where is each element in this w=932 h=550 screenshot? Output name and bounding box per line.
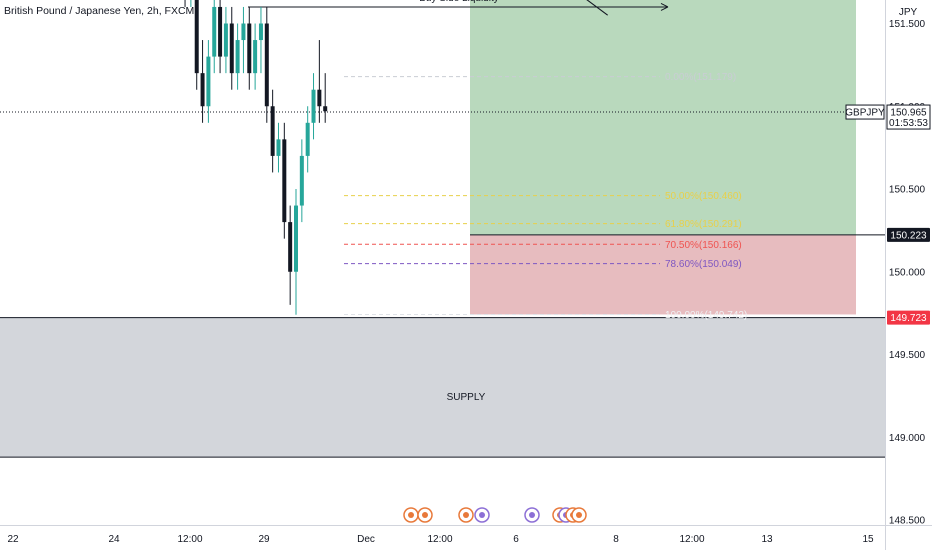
plot-area[interactable]: SUPPLY 0.00%(151.179) 50.00%(150.460) 61.80… [0,0,885,458]
price-tick-label: 149.500 [889,350,926,361]
last-price-label: 150.965 [890,108,927,119]
candle-body [253,40,258,74]
candle-body [200,73,205,107]
price-tag-label: 150.223 [890,230,927,241]
liquidity-arrowhead [660,3,669,11]
candle[interactable] [258,6,263,74]
candle[interactable] [229,6,234,90]
time-tick-label: 8 [613,534,619,545]
candle[interactable] [276,122,281,173]
candle-body [294,205,298,272]
countdown-label: 01:53:53 [889,118,928,129]
price-tick-label: 150.000 [889,267,926,278]
candle[interactable] [183,0,187,7]
event-marker-icon[interactable] [403,507,419,523]
event-marker-icon[interactable] [524,507,540,523]
candle-body [235,40,240,74]
event-marker-icon[interactable] [458,507,474,523]
candle-body [247,23,252,74]
fib-label-0: 0.00%(151.179) [665,72,736,83]
candle[interactable] [282,122,287,239]
candle-body [317,89,322,107]
risk-zone[interactable] [470,234,856,315]
candle-body [241,23,246,41]
time-tick-label: 6 [513,534,519,545]
event-marker-icon[interactable] [417,507,433,523]
supply-label: SUPPLY [447,392,486,403]
candle-body [212,6,217,57]
candle[interactable] [270,89,275,173]
candle[interactable] [218,0,223,74]
currency-label: JPY [899,7,918,18]
candle-body [323,106,328,112]
candle[interactable] [253,23,258,90]
time-tick-label: 29 [258,534,270,545]
time-tick-label: 12:00 [679,534,704,545]
candle[interactable] [323,73,328,123]
candle[interactable] [223,6,228,74]
event-marker-icon[interactable] [474,507,490,523]
candle[interactable] [189,0,193,7]
candle-body [311,89,316,123]
candle-body [270,106,275,156]
candle-body [288,222,293,272]
candle[interactable] [200,40,205,123]
candle[interactable] [294,189,298,315]
event-marker-icon[interactable] [571,507,587,523]
fib-label-3: 70.50%(150.166) [665,240,742,251]
fib-label-1: 50.00%(150.460) [665,191,742,202]
price-tag[interactable]: 150.223 [887,227,930,242]
fib-label-4: 78.60%(150.049) [665,259,742,270]
candle-body [223,23,228,57]
price-tick-label: 149.000 [889,433,926,444]
candle[interactable] [305,106,310,173]
price-tag[interactable]: 149.723 [887,310,930,325]
candle-body [276,139,281,156]
symbol-label: GBPJPY [845,108,885,119]
candle-body [258,23,263,41]
supply-zone[interactable] [0,317,885,458]
candle[interactable] [206,40,211,123]
time-tick-label: 15 [862,534,874,545]
candle-body [282,139,287,223]
candle[interactable] [247,6,252,90]
candle-body [264,23,269,107]
price-axis[interactable]: JPY154.500154.000153.500153.000152.50015… [886,0,931,527]
time-tick-label: 12:00 [177,534,202,545]
chart-title: British Pound / Japanese Yen, 2h, FXCM [4,5,195,17]
candle[interactable] [264,6,269,123]
candle-body [305,122,310,156]
candle-body [229,23,234,74]
time-tick-label: 22 [7,534,19,545]
time-tick-label: 13 [761,534,773,545]
time-tick-label: 12:00 [427,534,452,545]
candle-body [218,6,223,57]
candle-body [206,56,211,107]
reward-zone[interactable] [470,0,856,235]
candle[interactable] [288,205,293,305]
candle-body [299,155,304,206]
candle[interactable] [317,40,322,123]
candle[interactable] [235,23,240,90]
liquidity-label: Buy Side Liquidity [419,0,499,4]
candle-body [194,0,199,74]
candle[interactable] [194,0,199,90]
candle[interactable] [311,73,316,140]
price-tick-label: 151.500 [889,19,926,30]
price-tick-label: 150.500 [889,185,926,196]
fib-label-2: 61.80%(150.291) [665,219,742,230]
candle[interactable] [299,139,304,223]
symbol-tag[interactable]: GBPJPY [845,104,885,120]
time-tick-label: Dec [357,534,375,545]
time-axis[interactable]: 22 24 12:00 29 Dec 12:00 6 8 12:00 13 15 [7,534,874,545]
candle[interactable] [212,0,217,74]
price-tag-label: 149.723 [890,313,927,324]
price-tick-label: 148.500 [889,516,926,527]
fib-label-5: 100.00%(149.742) [665,310,747,321]
time-tick-label: 24 [108,534,120,545]
candle[interactable] [241,6,246,74]
